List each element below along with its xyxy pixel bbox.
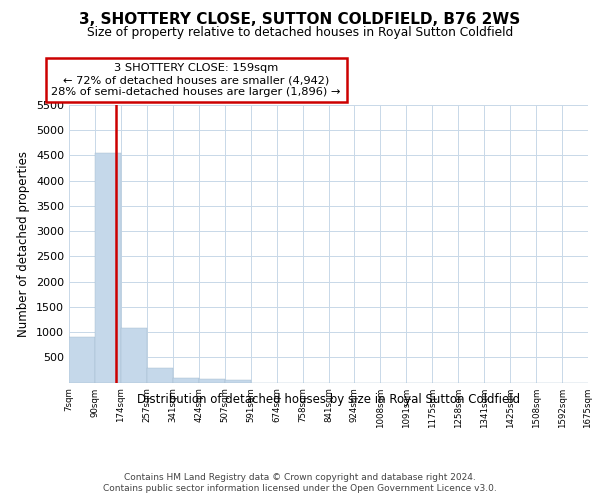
Bar [147, 368, 173, 382]
Text: Contains public sector information licensed under the Open Government Licence v3: Contains public sector information licen… [103, 484, 497, 493]
Text: 3 SHOTTERY CLOSE: 159sqm
← 72% of detached houses are smaller (4,942)
28% of sem: 3 SHOTTERY CLOSE: 159sqm ← 72% of detach… [52, 64, 341, 96]
Bar [225, 380, 251, 382]
Text: Contains HM Land Registry data © Crown copyright and database right 2024.: Contains HM Land Registry data © Crown c… [124, 472, 476, 482]
Bar [121, 328, 147, 382]
Bar [95, 153, 121, 382]
Text: 3, SHOTTERY CLOSE, SUTTON COLDFIELD, B76 2WS: 3, SHOTTERY CLOSE, SUTTON COLDFIELD, B76… [79, 12, 521, 28]
Bar [199, 379, 224, 382]
Y-axis label: Number of detached properties: Number of detached properties [17, 151, 31, 337]
Bar [69, 337, 95, 382]
Text: Distribution of detached houses by size in Royal Sutton Coldfield: Distribution of detached houses by size … [137, 392, 520, 406]
Text: Size of property relative to detached houses in Royal Sutton Coldfield: Size of property relative to detached ho… [87, 26, 513, 39]
Bar [173, 378, 199, 382]
